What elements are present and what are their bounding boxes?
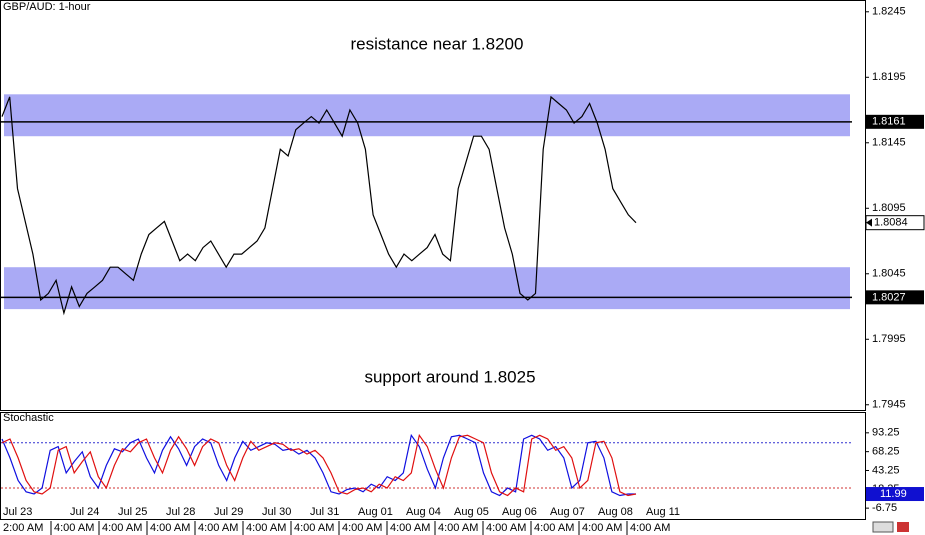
level-label: 1.8027 (872, 291, 906, 303)
y-tick-label: 1.8145 (872, 137, 906, 149)
x-date-label: Aug 01 (358, 506, 393, 518)
x-date-label: Aug 11 (646, 506, 680, 518)
price-panel (0, 0, 866, 411)
x-date-label: Jul 23 (3, 506, 32, 518)
x-date-label: Aug 04 (406, 506, 441, 518)
x-date-label: Jul 31 (310, 506, 339, 518)
y-tick-label: 68.25 (872, 446, 900, 458)
y-tick-label: 93.25 (872, 427, 900, 439)
level-label-box (866, 114, 924, 129)
x-date-label: Aug 06 (502, 506, 537, 518)
zone-band (4, 267, 850, 310)
x-date-label: Jul 24 (70, 506, 99, 518)
y-tick-label: 1.8095 (872, 202, 906, 214)
x-date-label: Aug 07 (550, 506, 585, 518)
x-time-label: 4:00 AM (150, 522, 190, 534)
annotation: resistance near 1.8200 (351, 34, 524, 53)
level-label-box (866, 290, 924, 305)
x-time-label: 2:00 AM (3, 522, 43, 534)
level-label: 1.8161 (872, 116, 906, 128)
x-time-label: 4:00 AM (54, 522, 94, 534)
x-time-label: 4:00 AM (582, 522, 622, 534)
last-label: 1.8084 (874, 217, 908, 229)
y-tick-label: 1.8195 (872, 71, 906, 83)
last-marker (866, 218, 872, 227)
x-time-label: 4:00 AM (198, 522, 238, 534)
x-date-label: Jul 30 (262, 506, 291, 518)
y-tick-label: 1.7995 (872, 333, 906, 345)
x-time-label: 4:00 AM (630, 522, 670, 534)
y-tick-label: 1.8045 (872, 268, 906, 280)
chart-title: GBP/AUD: 1-hour (3, 1, 91, 13)
x-time-label: 4:00 AM (102, 522, 142, 534)
x-time-label: 4:00 AM (390, 522, 430, 534)
y-tick-label: -6.75 (872, 502, 897, 514)
price-line (1, 433, 636, 497)
zone-band (4, 94, 850, 137)
x-time-label: 4:00 AM (486, 522, 526, 534)
y-tick-label: 1.8245 (872, 6, 906, 18)
x-date-label: Aug 08 (598, 506, 633, 518)
last-label: 11.99 (880, 488, 907, 500)
x-time-label: 4:00 AM (438, 522, 478, 534)
stochastic-panel (0, 412, 866, 520)
x-date-label: Jul 29 (214, 506, 243, 518)
x-date-label: Jul 25 (118, 506, 147, 518)
last-label-box (866, 487, 924, 502)
panel-title: Stochastic (3, 412, 54, 424)
price-line (1, 433, 637, 497)
x-date-label: Jul 28 (166, 506, 195, 518)
annotation: support around 1.8025 (364, 367, 535, 386)
shift-icon[interactable] (897, 522, 909, 532)
x-date-label: Aug 05 (454, 506, 489, 518)
x-time-label: 4:00 AM (342, 522, 382, 534)
price-line (1, 95, 637, 316)
x-time-label: 4:00 AM (246, 522, 286, 534)
scroll-icon[interactable] (872, 521, 894, 533)
x-time-label: 4:00 AM (534, 522, 574, 534)
y-tick-label: 1.7945 (872, 399, 906, 411)
x-time-label: 4:00 AM (294, 522, 334, 534)
y-tick-label: 43.25 (872, 464, 900, 476)
